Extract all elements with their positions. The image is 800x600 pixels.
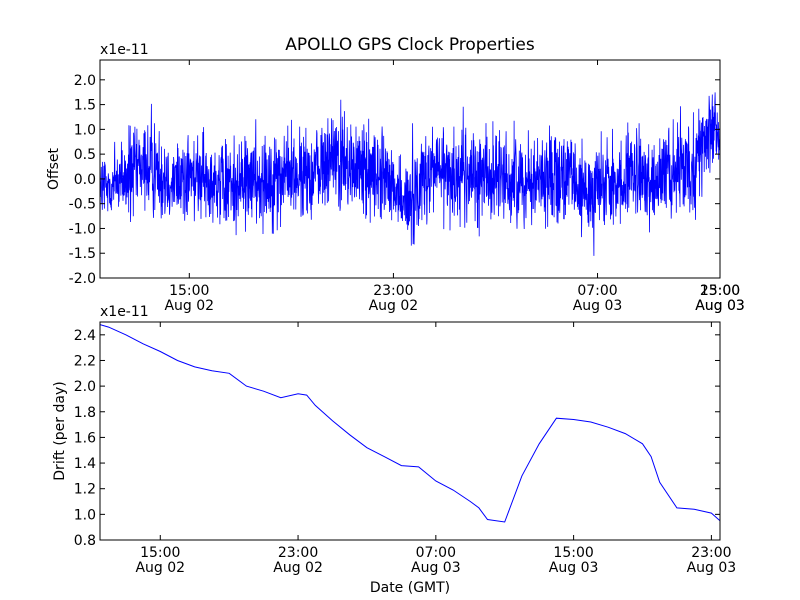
drift-xtick-time-label: 15:00 bbox=[553, 545, 593, 561]
offset-multiplier-label: x1e-11 bbox=[100, 42, 149, 58]
x-axis-label: Date (GMT) bbox=[370, 580, 450, 596]
drift-xtick-time-label: 07:00 bbox=[416, 545, 456, 561]
drift-series-line bbox=[100, 324, 720, 523]
drift-xtick-date-label: Aug 03 bbox=[549, 560, 599, 576]
drift-y-axis-label: Drift (per day) bbox=[52, 381, 68, 480]
offset-xtick-time-label: 23:00 bbox=[700, 283, 740, 299]
drift-xtick-date-label: Aug 02 bbox=[135, 560, 185, 576]
offset-ytick-label: 0.5 bbox=[74, 147, 96, 163]
offset-series-line bbox=[100, 92, 720, 256]
offset-xtick-time-label: 15:00 bbox=[700, 283, 740, 299]
drift-ytick-label: 1.6 bbox=[74, 430, 96, 446]
drift-xtick-date-label: Aug 02 bbox=[273, 560, 323, 576]
offset-ytick-label: 2.0 bbox=[74, 73, 96, 89]
drift-ytick-label: 1.0 bbox=[74, 507, 96, 523]
drift-ytick-label: 1.4 bbox=[74, 456, 96, 472]
drift-ytick-label: 1.8 bbox=[74, 405, 96, 421]
chart-title: APOLLO GPS Clock Properties bbox=[285, 35, 535, 55]
offset-xtick-date-label: Aug 03 bbox=[695, 298, 745, 314]
offset-ytick-label: 1.5 bbox=[74, 98, 96, 114]
offset-xtick-date-label: Aug 03 bbox=[573, 298, 623, 314]
offset-xtick-time-label: 23:00 bbox=[373, 283, 413, 299]
drift-xtick-time-label: 23:00 bbox=[278, 545, 318, 561]
drift-multiplier-label: x1e-11 bbox=[100, 304, 149, 320]
offset-y-axis-label: Offset bbox=[46, 147, 62, 190]
offset-xtick-time-label: 15:00 bbox=[169, 283, 209, 299]
drift-ytick-label: 2.4 bbox=[74, 328, 96, 344]
drift-ytick-label: 2.2 bbox=[74, 353, 96, 369]
offset-ytick-label: -1.0 bbox=[69, 221, 96, 237]
drift-xtick-time-label: 15:00 bbox=[140, 545, 180, 561]
drift-xtick-date-label: Aug 03 bbox=[687, 560, 737, 576]
offset-ytick-label: 1.0 bbox=[74, 122, 96, 138]
offset-ytick-label: -0.5 bbox=[69, 197, 96, 213]
drift-ytick-label: 2.0 bbox=[74, 379, 96, 395]
offset-xtick-date-label: Aug 02 bbox=[369, 298, 419, 314]
offset-ytick-label: -2.0 bbox=[69, 271, 96, 287]
offset-axes: -2.0-1.5-1.0-0.50.00.51.01.52.015:00Aug … bbox=[46, 42, 745, 314]
drift-xtick-date-label: Aug 03 bbox=[411, 560, 461, 576]
offset-ytick-label: -1.5 bbox=[69, 246, 96, 262]
drift-ytick-label: 1.2 bbox=[74, 482, 96, 498]
drift-xtick-time-label: 23:00 bbox=[691, 545, 731, 561]
offset-xtick-date-label: Aug 03 bbox=[695, 298, 745, 314]
offset-ytick-label: 0.0 bbox=[74, 172, 96, 188]
drift-ytick-label: 0.8 bbox=[74, 533, 96, 549]
offset-xtick-date-label: Aug 02 bbox=[164, 298, 214, 314]
offset-xtick-time-label: 07:00 bbox=[577, 283, 617, 299]
